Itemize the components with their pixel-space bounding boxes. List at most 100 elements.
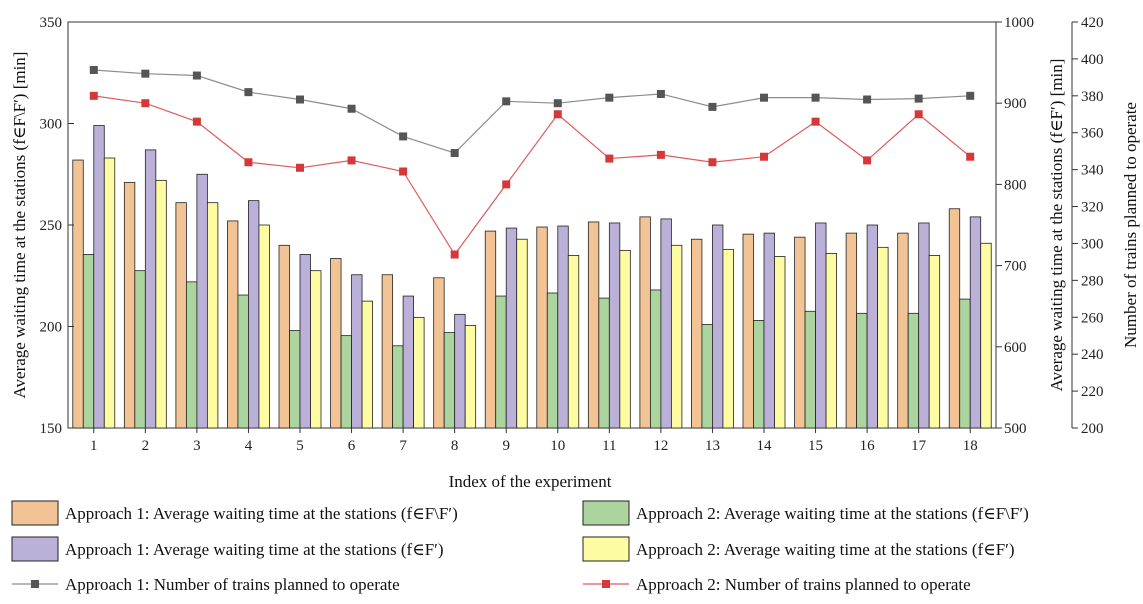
bar [980, 242, 992, 429]
bar [774, 256, 786, 429]
left-tick-label: 150 [40, 421, 63, 437]
legend-marker [602, 580, 610, 588]
bar [402, 295, 415, 429]
legend-swatch [582, 500, 630, 526]
x-tick-label: 16 [860, 438, 876, 454]
bar [82, 254, 95, 429]
bar [856, 312, 868, 429]
right1-tick-label: 900 [1004, 96, 1027, 112]
right1-tick-label: 800 [1004, 177, 1027, 193]
bar [763, 232, 775, 429]
data-point [914, 94, 923, 103]
data-point [89, 65, 98, 74]
bar [185, 281, 198, 429]
line-group [89, 65, 975, 259]
series-line [93, 69, 971, 154]
bar [670, 244, 683, 429]
data-point [296, 163, 304, 172]
bar [608, 222, 621, 429]
left-tick-label: 350 [40, 15, 63, 31]
x-tick-label: 10 [550, 438, 565, 454]
right2-tick-label: 260 [1081, 310, 1104, 326]
data-point [192, 71, 201, 80]
bar [516, 238, 528, 429]
data-point [708, 158, 717, 167]
right2-tick-label: 280 [1081, 273, 1104, 289]
right-axis-title-waiting: Average waiting time at the stations (f∈… [1047, 59, 1066, 392]
bar [175, 202, 187, 429]
legend-label: Approach 1: Average waiting time at the … [65, 504, 458, 523]
bar [587, 221, 600, 429]
bar [567, 255, 580, 429]
bar [825, 253, 837, 429]
left-tick-label: 250 [40, 218, 63, 234]
x-tick-label: 11 [602, 438, 616, 454]
data-point [811, 117, 820, 126]
bar [546, 292, 559, 429]
right1-tick-label: 700 [1004, 259, 1027, 275]
legend-label: Approach 2: Number of trains planned to … [636, 575, 971, 594]
right2-tick-label: 360 [1081, 126, 1104, 142]
data-point [347, 104, 356, 113]
x-tick-label: 9 [502, 438, 510, 454]
data-point [863, 95, 872, 104]
bar [753, 320, 765, 429]
bar [381, 274, 394, 429]
bar [93, 125, 105, 429]
x-tick-label: 14 [757, 438, 773, 454]
bar [598, 297, 610, 429]
data-point [760, 152, 768, 161]
bar [433, 277, 445, 429]
right2-tick-label: 300 [1081, 236, 1104, 252]
x-tick-label: 12 [653, 438, 668, 454]
legend-label: Approach 2: Average waiting time at the … [636, 540, 1015, 559]
x-tick-label: 18 [963, 438, 978, 454]
bar [701, 324, 713, 429]
bar [649, 289, 662, 429]
x-tick-label: 15 [808, 438, 823, 454]
x-tick-label: 7 [399, 438, 407, 454]
data-point [450, 250, 459, 259]
bar [330, 258, 342, 429]
bar [464, 325, 477, 429]
bar [237, 294, 249, 429]
bar [742, 233, 754, 429]
bar [866, 224, 879, 429]
axes: 1 2 3 4 5 6 7 8 9 10 11 12 13 14 15 16 17 181502002503003… [40, 15, 1104, 454]
bar [310, 270, 322, 429]
right1-tick-label: 500 [1004, 421, 1027, 437]
bar [557, 225, 569, 429]
right2-tick-label: 200 [1081, 421, 1104, 437]
bar [443, 332, 456, 429]
bar [722, 248, 734, 429]
x-tick-label: 2 [142, 438, 150, 454]
legend-swatch [11, 536, 59, 562]
bar [278, 244, 290, 429]
data-point [296, 95, 304, 104]
data-point [502, 97, 511, 106]
right2-tick-label: 220 [1081, 384, 1104, 400]
bar [536, 226, 548, 429]
data-point [914, 110, 923, 119]
bar [948, 208, 961, 429]
x-axis-title: Index of the experiment [449, 472, 612, 491]
bar [619, 249, 631, 429]
bar [639, 216, 651, 429]
data-point [399, 132, 408, 141]
data-point [811, 93, 820, 102]
data-point [966, 91, 975, 100]
bar [969, 216, 982, 429]
right1-tick-label: 600 [1004, 340, 1027, 356]
bar [227, 220, 239, 429]
bar [134, 270, 146, 429]
bar [289, 330, 301, 429]
data-point [141, 99, 150, 108]
data-point [399, 167, 408, 176]
bar [155, 179, 167, 429]
bar [299, 254, 311, 429]
legend: Approach 1: Average waiting time at the … [11, 500, 1029, 594]
bar [351, 274, 363, 429]
bar [712, 224, 724, 429]
data-point [347, 156, 356, 165]
x-tick-label: 1 [90, 438, 98, 454]
